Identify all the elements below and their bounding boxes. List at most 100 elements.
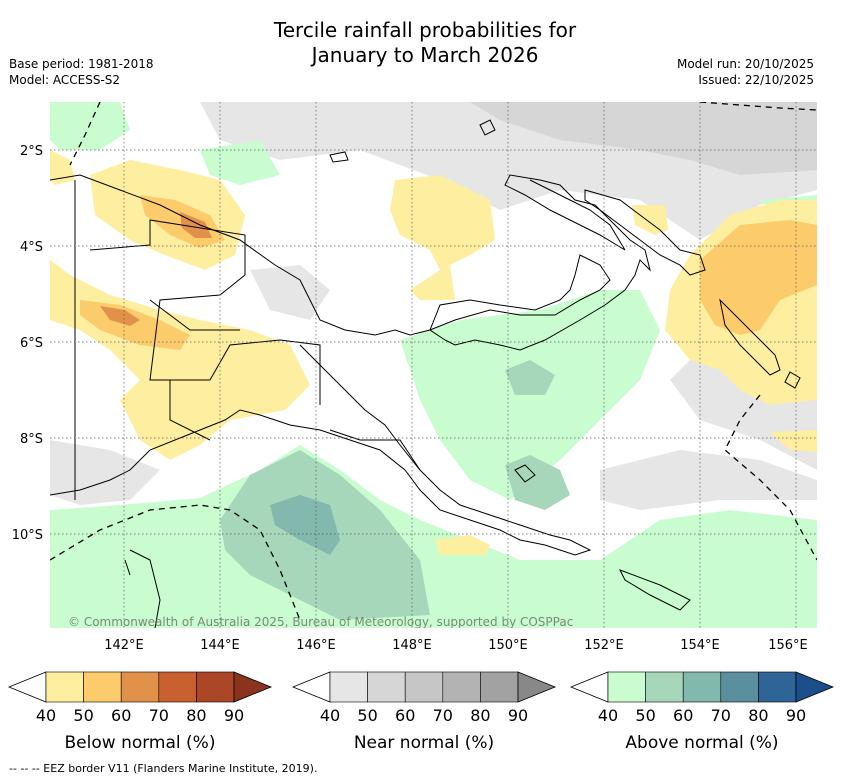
above-normal-region-east-50 xyxy=(505,455,570,510)
below-normal-region-southeast-coast xyxy=(435,535,490,555)
colorbar-label: Below normal (%) xyxy=(65,733,216,753)
near-normal-region-east-south xyxy=(600,450,817,510)
lon-label-152e: 152°E xyxy=(584,638,624,653)
map-title: Tercile rainfall probabilities for Janua… xyxy=(0,18,850,68)
meta-right: Model run: 20/10/2025 Issued: 22/10/2025 xyxy=(677,56,814,88)
colorbar-segment xyxy=(404,671,444,703)
lat-label-4s: 4°S xyxy=(20,240,43,255)
colorbar-tick-label: 60 xyxy=(395,706,415,725)
colorbar-tick-label: 80 xyxy=(470,706,490,725)
near-normal-region-west xyxy=(50,440,160,505)
eez-border-east xyxy=(724,394,817,561)
new-britain xyxy=(584,189,706,276)
colorbar-tick-label: 40 xyxy=(598,706,618,725)
province-borders xyxy=(89,219,421,471)
colorbar-tick-label: 90 xyxy=(508,706,528,725)
manus-island xyxy=(329,151,349,163)
torres-strait-land xyxy=(124,549,161,628)
issued-date: Issued: 22/10/2025 xyxy=(698,73,814,87)
colorbar-label: Near normal (%) xyxy=(354,733,494,753)
colorbar-segment xyxy=(442,671,481,703)
below-normal-region-west-70 xyxy=(100,306,140,326)
colorbar-tick-label: 70 xyxy=(711,706,731,725)
colorbar-under-triangle xyxy=(7,671,47,703)
colorbar-segment xyxy=(158,671,197,703)
colorbar-under-triangle xyxy=(569,671,609,703)
colorbar-over-triangle xyxy=(517,671,557,703)
lat-label-10s: 10°S xyxy=(12,528,43,543)
colorbar-over-triangle xyxy=(233,671,273,703)
colorbar-3: 40 50 60 70 80 90 Above normal (%) xyxy=(569,671,835,753)
new-guinea-south-coast xyxy=(50,344,592,556)
trobriand-islands xyxy=(514,464,536,483)
colorbar-1: 40 50 60 70 80 90 Below normal (%) xyxy=(7,671,273,753)
colorbar-segment xyxy=(645,671,684,703)
model-name: Model: ACCESS-S2 xyxy=(9,73,121,87)
colorbar-tick-label: 60 xyxy=(111,706,131,725)
lat-label-2s: 2°S xyxy=(20,144,43,159)
lat-label-6s: 6°S xyxy=(20,336,43,351)
above-normal-region-center-50 xyxy=(505,360,555,395)
new-guinea-coast xyxy=(50,174,651,351)
lon-label-142e: 142°E xyxy=(104,638,144,653)
eez-border-northwest xyxy=(69,102,101,166)
colorbar-segment xyxy=(120,671,160,703)
below-normal-region-center-north xyxy=(390,175,495,300)
colorbar-tick-label: 80 xyxy=(748,706,768,725)
lon-label-154e: 154°E xyxy=(680,638,720,653)
colorbar-tick-label: 50 xyxy=(357,706,377,725)
colorbar-tick-label: 50 xyxy=(73,706,93,725)
colorbar-segment xyxy=(758,671,797,703)
below-normal-region-east-patch xyxy=(632,205,668,235)
colorbar-segment xyxy=(196,671,235,703)
colorbar-segment xyxy=(682,671,722,703)
colorbar-segment xyxy=(720,671,759,703)
lon-labels: 142°E 144°E 146°E 148°E 150°E 152°E 154°… xyxy=(104,638,808,653)
below-normal-region-east-60 xyxy=(700,220,817,335)
eez-border-northeast xyxy=(699,102,817,111)
eez-footer-note: -- -- -- EEZ border V11 (Flanders Marine… xyxy=(9,762,318,775)
colorbar-tick-label: 60 xyxy=(673,706,693,725)
below-normal-region-far-west xyxy=(50,150,75,185)
colorbar-tick-label: 70 xyxy=(149,706,169,725)
colorbar-segment xyxy=(367,671,406,703)
base-period: Base period: 1981-2018 xyxy=(9,57,154,71)
bougainville xyxy=(719,298,781,376)
map-credit: © Commonwealth of Australia 2025, Bureau… xyxy=(68,615,573,629)
colorbar-over-triangle xyxy=(795,671,835,703)
colorbar-segment xyxy=(607,671,646,703)
colorbar-under-triangle xyxy=(291,671,331,703)
above-normal-region-mid-60 xyxy=(270,495,340,555)
colorbar-tick-label: 50 xyxy=(635,706,655,725)
colorbar-tick-label: 80 xyxy=(186,706,206,725)
colorbar-segment xyxy=(83,671,122,703)
colorbar-tick-label: 70 xyxy=(433,706,453,725)
colorbar-tick-label: 40 xyxy=(36,706,56,725)
colorbar-segment xyxy=(480,671,519,703)
lon-label-150e: 150°E xyxy=(488,638,528,653)
new-ireland xyxy=(479,119,496,136)
colorbar-2: 40 50 60 70 80 90 Near normal (%) xyxy=(291,671,557,753)
map-title-line1: Tercile rainfall probabilities for xyxy=(273,18,577,42)
eez-border xyxy=(50,102,817,621)
colorbar-label: Above normal (%) xyxy=(625,733,778,753)
coastlines xyxy=(50,119,801,628)
model-run: Model run: 20/10/2025 xyxy=(676,57,814,71)
map-title-line2: January to March 2026 xyxy=(311,43,539,67)
lon-label-156e: 156°E xyxy=(768,638,808,653)
near-normal-region-northeast xyxy=(470,102,817,175)
colorbar-segment xyxy=(45,671,84,703)
colorbar-tick-label: 40 xyxy=(320,706,340,725)
colorbar-segment xyxy=(329,671,368,703)
near-normal-region-central xyxy=(250,265,330,320)
colorbars: 40 50 60 70 80 90 Below normal (%) 40 50 60 70 80 90… xyxy=(7,671,835,753)
colorbar-tick-label: 90 xyxy=(224,706,244,725)
solomon-island xyxy=(784,371,801,389)
map-panel: © Commonwealth of Australia 2025, Bureau… xyxy=(50,102,817,629)
lat-label-8s: 8°S xyxy=(20,432,43,447)
lat-labels: 2°S 4°S 6°S 8°S 10°S xyxy=(12,144,43,543)
above-normal-region-northwest xyxy=(50,102,130,150)
louisiade-islands xyxy=(618,569,691,611)
eez-border-south xyxy=(50,504,301,621)
